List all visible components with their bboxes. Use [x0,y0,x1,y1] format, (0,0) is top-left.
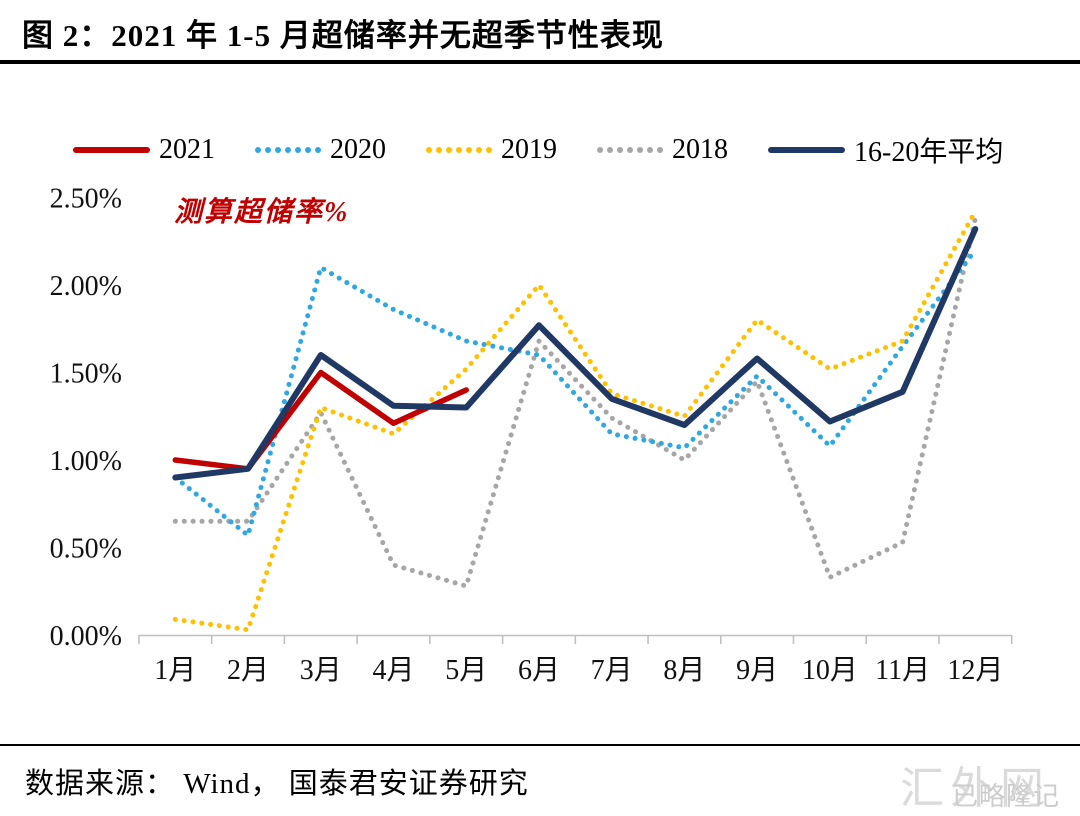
watermark-large: 汇外网 [900,764,1050,813]
series-line-2019 [172,209,978,633]
x-axis-label: 2月 [227,655,269,686]
legend-label: 2020 [330,134,386,165]
watermark-small: 已略隆记 [952,782,1061,811]
y-axis-label: 0.50% [50,534,122,565]
x-axis-label: 3月 [300,655,342,686]
legend-sample-2020 [255,147,321,153]
y-axis-label: 1.00% [50,446,122,477]
legend-item-2018: 2018 [597,134,728,166]
x-axis-label: 5月 [445,655,487,686]
legend-sample-2018 [597,147,663,153]
legend-label: 2018 [672,134,728,165]
legend-item-2021: 2021 [73,134,215,166]
series-line-2020 [172,247,978,538]
title-rule [0,60,1080,64]
legend-label: 2021 [159,134,215,165]
y-axis-label: 2.50% [50,184,122,215]
y-axis-label: 1.50% [50,359,122,390]
legend-item-16-20年平均: 16-20年平均 [768,130,1003,170]
x-axis-label: 10月 [802,655,858,686]
legend-sample-2019 [426,147,492,153]
legend-label: 2019 [501,134,557,165]
x-axis-label: 7月 [591,655,633,686]
x-axis-label: 8月 [663,655,705,686]
x-axis-label: 6月 [518,655,560,686]
x-axis-label: 9月 [736,655,778,686]
chart-legend: 2021 2020 2019 2018 16-20年平均 [73,130,1003,170]
x-axis-label: 12月 [947,655,1003,686]
legend-sample-16-20年平均 [768,147,845,153]
legend-label: 16-20年平均 [854,137,1004,168]
legend-item-2019: 2019 [426,134,557,166]
chart-annotation: 测算超储率% [174,197,350,228]
x-axis-label: 11月 [875,655,930,686]
series-line-2021 [172,369,469,472]
data-source: 数据来源： Wind， 国泰君安证券研究 [25,768,529,800]
legend-sample-2021 [73,147,150,153]
y-axis-label: 2.00% [50,271,122,302]
series-line-16-20年平均 [172,226,979,481]
footer-rule [0,744,1080,746]
x-axis-label: 4月 [372,655,414,686]
y-axis-label: 0.00% [50,621,122,652]
page-title: 图 2：2021 年 1-5 月超储率并无超季节性表现 [22,18,664,53]
legend-item-2020: 2020 [255,134,386,166]
x-axis-label: 1月 [154,655,196,686]
series-line-2018 [172,216,978,589]
